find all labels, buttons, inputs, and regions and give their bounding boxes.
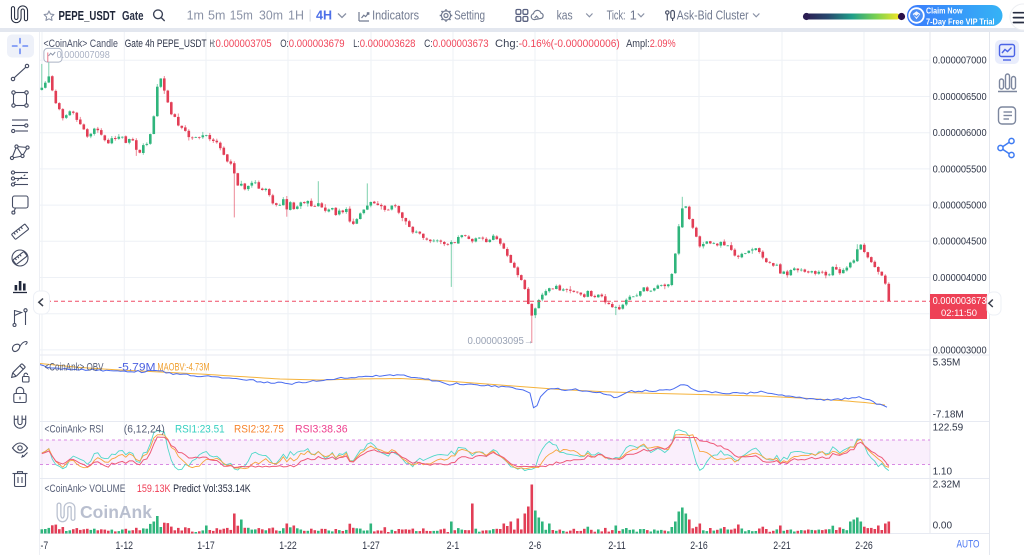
svg-text:PEPE_USDT: PEPE_USDT [59, 8, 116, 23]
svg-text:2-21: 2-21 [773, 540, 791, 552]
svg-text:-5.79M: -5.79M [118, 362, 155, 374]
svg-text:Chg:: Chg: [495, 38, 519, 50]
svg-text:Tick:: Tick: [607, 9, 626, 23]
svg-text:02:11:50: 02:11:50 [941, 308, 977, 319]
svg-text:Gate 4h PEPE_USDT: Gate 4h PEPE_USDT [125, 38, 207, 50]
svg-text:0.000005000: 0.000005000 [933, 201, 987, 212]
svg-text:122.59: 122.59 [933, 423, 964, 434]
svg-text:kas: kas [557, 9, 573, 23]
svg-text:Claim Now: Claim Now [926, 6, 963, 16]
svg-text:1: 1 [630, 9, 637, 23]
svg-text:RSI1:23.51: RSI1:23.51 [175, 424, 225, 436]
svg-text:5.35M: 5.35M [933, 358, 961, 369]
svg-text:1-12: 1-12 [116, 540, 134, 552]
svg-text:AUTO: AUTO [957, 539, 980, 551]
svg-text:Indicators: Indicators [372, 9, 419, 23]
svg-text:0.000003705: 0.000003705 [216, 38, 272, 50]
svg-text:<CoinAnk> RSI: <CoinAnk> RSI [45, 424, 104, 436]
svg-text:0.00: 0.00 [933, 521, 953, 532]
svg-text:Ampl:: Ampl: [626, 38, 650, 50]
svg-text:RSI3:38.36: RSI3:38.36 [295, 424, 348, 436]
svg-text:1-22: 1-22 [279, 540, 297, 552]
svg-text:0.000004000: 0.000004000 [933, 273, 987, 284]
svg-text:15m: 15m [230, 9, 253, 23]
svg-text:0.000003095→: 0.000003095→ [468, 336, 534, 347]
svg-text:Gate: Gate [122, 9, 144, 23]
svg-text:7-Day Free VIP Trial: 7-Day Free VIP Trial [926, 17, 995, 27]
svg-text:2-16: 2-16 [690, 540, 708, 552]
svg-text:0.000005500: 0.000005500 [933, 164, 987, 175]
svg-text:<CoinAnk> VOLUME: <CoinAnk> VOLUME [45, 483, 126, 495]
svg-text:0.000003000: 0.000003000 [933, 345, 987, 356]
svg-text:(6,12,24): (6,12,24) [124, 424, 165, 436]
svg-text:O:: O: [280, 38, 289, 50]
svg-text:Predict Vol:353.14K: Predict Vol:353.14K [173, 483, 251, 495]
svg-text:159.13K: 159.13K [137, 483, 171, 495]
svg-text:2-26: 2-26 [855, 540, 873, 552]
svg-text:0.000007000: 0.000007000 [933, 56, 987, 67]
svg-text:L:: L: [353, 38, 360, 50]
svg-text:0.000003628: 0.000003628 [360, 38, 416, 50]
svg-text:4H: 4H [316, 9, 332, 23]
svg-text:0.000004500: 0.000004500 [933, 237, 987, 248]
svg-text:-7.18M: -7.18M [933, 410, 964, 421]
svg-text:-0.16%(-0.000000006): -0.16%(-0.000000006) [519, 38, 620, 50]
svg-text:5m: 5m [208, 9, 225, 23]
svg-text:<CoinAnk> Candle: <CoinAnk> Candle [44, 38, 118, 50]
svg-text:1-27: 1-27 [362, 540, 380, 552]
svg-text:MAOBV:-4.73M: MAOBV:-4.73M [157, 362, 209, 374]
svg-text:0.000003673: 0.000003673 [933, 296, 987, 307]
svg-text:1.10: 1.10 [933, 467, 953, 478]
svg-text:2.32M: 2.32M [933, 480, 961, 491]
svg-text:0.000003679: 0.000003679 [289, 38, 345, 50]
svg-text:RSI2:32.75: RSI2:32.75 [234, 424, 284, 436]
svg-text:30m: 30m [259, 9, 283, 23]
svg-text:H:: H: [210, 38, 216, 50]
svg-text:1-7: 1-7 [40, 540, 48, 552]
svg-text:Setting: Setting [454, 9, 485, 23]
svg-text:CoinAnk: CoinAnk [80, 502, 152, 522]
svg-text:C:: C: [424, 38, 433, 50]
svg-text:0.000006500: 0.000006500 [933, 92, 987, 103]
svg-text:2.09%: 2.09% [650, 38, 676, 50]
svg-text:2-1: 2-1 [447, 540, 460, 552]
svg-text:1H: 1H [288, 9, 304, 23]
svg-text:2-11: 2-11 [608, 540, 626, 552]
svg-text:0.000003673: 0.000003673 [433, 38, 489, 50]
svg-text:Ask-Bid Cluster: Ask-Bid Cluster [677, 9, 749, 23]
svg-text:<CoinAnk> OBV: <CoinAnk> OBV [45, 362, 104, 374]
svg-text:0.000007098: 0.000007098 [57, 50, 111, 61]
svg-text:|: | [309, 8, 312, 22]
svg-text:1m: 1m [187, 9, 204, 23]
svg-text:1-17: 1-17 [197, 540, 215, 552]
svg-text:2-6: 2-6 [529, 540, 542, 552]
svg-text:0.000006000: 0.000006000 [933, 128, 987, 139]
